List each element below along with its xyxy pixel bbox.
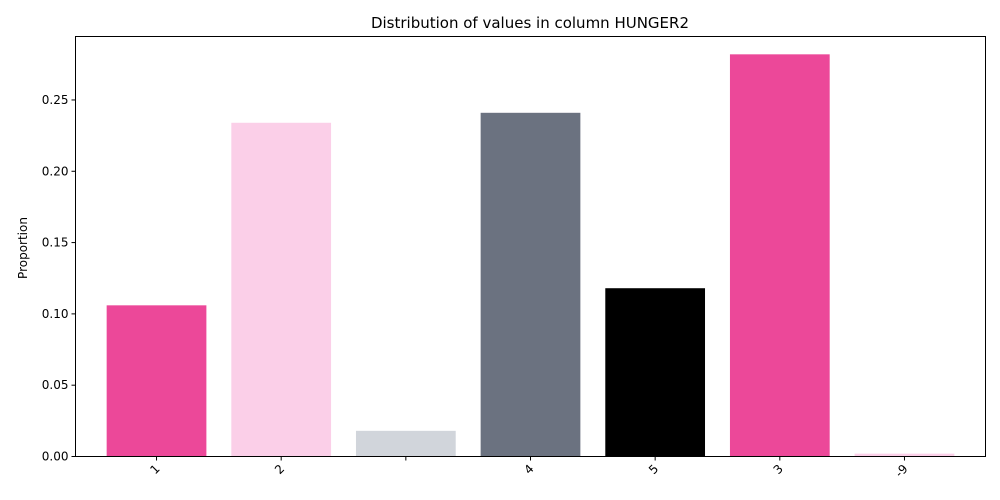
x-tick-label-5: 3 (771, 462, 786, 477)
x-tick-label-0: 1 (147, 462, 162, 477)
bar-group (106, 54, 955, 457)
x-tick-label-1: 2 (272, 462, 287, 477)
y-tick-label-5: 0.25 (42, 93, 69, 107)
y-axis-ticks: 0.00 0.05 0.10 0.15 0.20 0.25 (42, 93, 76, 464)
bar-3 (480, 112, 581, 457)
bar-2 (355, 430, 456, 457)
y-tick-label-0: 0.00 (42, 450, 69, 464)
chart-title: Distribution of values in column HUNGER2 (371, 14, 689, 32)
bar-6 (854, 453, 955, 457)
x-tick-label-6: -9 (892, 462, 910, 480)
plot-frame (75, 36, 986, 457)
y-tick-label-1: 0.05 (42, 378, 69, 392)
y-axis-label: Proportion (16, 217, 30, 279)
x-tick-label-3: 4 (521, 462, 536, 477)
y-tick-label-4: 0.20 (42, 164, 69, 178)
x-tick-label-4: 5 (646, 462, 661, 477)
bar-4 (605, 288, 706, 457)
y-tick-label-2: 0.10 (42, 307, 69, 321)
bar-0 (106, 305, 207, 457)
bar-5 (729, 54, 830, 457)
bar-1 (231, 122, 332, 457)
x-axis-ticks: 1 2 4 5 3 -9 (147, 456, 911, 480)
y-tick-label-3: 0.15 (42, 236, 69, 250)
